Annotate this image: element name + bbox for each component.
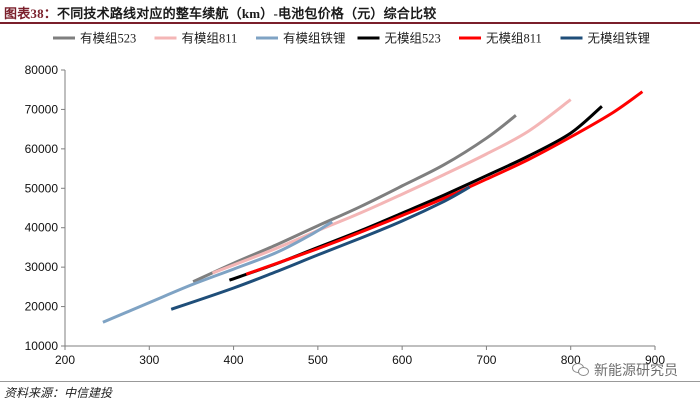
y-tick-label: 80000 bbox=[25, 63, 59, 77]
figure-title-text: 不同技术路线对应的整车续航（km）-电池包价格（元）综合比较 bbox=[57, 6, 437, 21]
series-line bbox=[170, 185, 471, 311]
y-tick-label: 40000 bbox=[25, 221, 59, 235]
x-tick-label: 500 bbox=[308, 353, 328, 367]
series-line bbox=[228, 105, 603, 282]
x-tick-label: 700 bbox=[476, 353, 496, 367]
x-tick-label: 900 bbox=[645, 353, 665, 367]
x-tick-label: 600 bbox=[392, 353, 412, 367]
plot-lines bbox=[102, 90, 644, 324]
x-tick-label: 200 bbox=[55, 353, 75, 367]
y-tick-label: 70000 bbox=[25, 102, 59, 116]
x-tick-label: 400 bbox=[224, 353, 244, 367]
chart-axes: 10000 20000 30000 40000 50000 60000 70000 80000… bbox=[25, 63, 666, 367]
legend-label: 无模组811 bbox=[486, 32, 542, 46]
y-tick-label: 60000 bbox=[25, 142, 59, 156]
chart-title: 图表38：不同技术路线对应的整车续航（km）-电池包价格（元）综合比较 bbox=[4, 3, 436, 22]
legend-label: 无模组523 bbox=[385, 32, 441, 46]
watermark: 新能源研究员 bbox=[572, 360, 678, 380]
series-line bbox=[211, 98, 572, 275]
x-tick-label: 300 bbox=[139, 353, 159, 367]
series-line bbox=[245, 90, 644, 276]
y-tick-label: 10000 bbox=[25, 339, 59, 353]
legend-label: 有模组523 bbox=[80, 32, 136, 46]
legend-label: 无模组铁锂 bbox=[588, 31, 651, 46]
chart-legend: 有模组523 有模组811 有模组铁锂 无模组523 无模组811 无模组铁锂 bbox=[53, 31, 650, 46]
header-rule bbox=[0, 22, 700, 24]
source-note: 资料来源：中信建投 bbox=[4, 386, 113, 400]
y-tick-label: 30000 bbox=[25, 260, 59, 274]
series-line bbox=[102, 220, 333, 324]
series-line bbox=[192, 114, 517, 284]
figure-number: 图表38： bbox=[4, 6, 58, 21]
wechat-icon bbox=[572, 363, 590, 377]
legend-label: 有模组811 bbox=[182, 32, 238, 46]
footer-rule bbox=[0, 381, 700, 382]
figure-header: 图表38：不同技术路线对应的整车续航（km）-电池包价格（元）综合比较 bbox=[0, 0, 700, 24]
y-tick-label: 20000 bbox=[25, 300, 59, 314]
legend-label: 有模组铁锂 bbox=[283, 31, 346, 46]
y-tick-label: 50000 bbox=[25, 181, 59, 195]
line-chart: 10000 20000 30000 40000 50000 60000 70000 80000… bbox=[25, 31, 666, 368]
watermark-text: 新能源研究员 bbox=[594, 364, 678, 379]
